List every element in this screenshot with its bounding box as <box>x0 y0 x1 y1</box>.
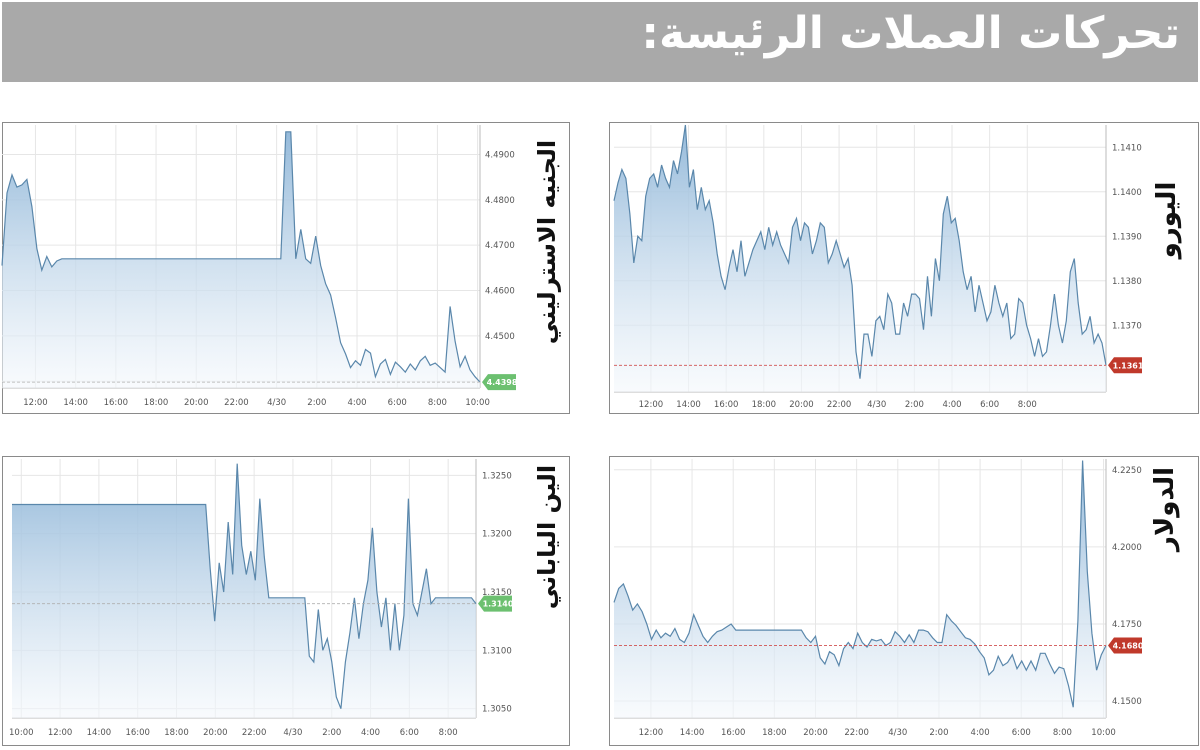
x-tick-label: 20:00 <box>203 728 228 738</box>
x-tick-label: 4:00 <box>347 398 366 408</box>
x-tick-label: 8:00 <box>1053 728 1072 738</box>
x-tick-label: 6:00 <box>388 398 407 408</box>
x-tick-label: 22:00 <box>224 398 249 408</box>
series-line <box>613 460 1107 708</box>
usd-label: الدولار <box>1150 466 1180 552</box>
y-tick-label: 4.2250 <box>1112 466 1142 476</box>
x-tick-label: 16:00 <box>714 400 739 410</box>
title-bar: تحركات العملات الرئيسة: <box>2 2 1198 82</box>
y-tick-label: 1.1390 <box>1112 232 1142 242</box>
y-tick-label: 1.3050 <box>482 705 512 715</box>
x-tick-label: 18:00 <box>752 400 777 410</box>
x-tick-label: 16:00 <box>104 398 129 408</box>
last-value-badge <box>1108 637 1142 654</box>
y-tick-label: 4.1500 <box>1112 697 1142 707</box>
x-tick-label: 18:00 <box>144 398 169 408</box>
x-tick-label: 14:00 <box>87 728 112 738</box>
y-tick-label: 1.3150 <box>482 588 512 598</box>
series-area <box>614 125 1106 392</box>
x-tick-label: 16:00 <box>721 728 746 738</box>
y-tick-label: 1.1400 <box>1112 188 1142 198</box>
x-tick-label: 6:00 <box>1012 728 1031 738</box>
x-tick-label: 2:00 <box>307 398 326 408</box>
x-tick-label: 8:00 <box>1018 400 1037 410</box>
x-tick-label: 12:00 <box>48 728 73 738</box>
x-tick-label: 14:00 <box>63 398 88 408</box>
y-tick-label: 4.4800 <box>485 196 515 206</box>
y-tick-label: 1.3200 <box>482 530 512 540</box>
series-line <box>12 463 477 709</box>
x-tick-label: 12:00 <box>639 400 664 410</box>
x-tick-label: 4/30 <box>267 398 286 408</box>
jpy-label: الين الياباني <box>533 464 561 610</box>
last-value-text: 1.1361 <box>1113 361 1144 370</box>
x-tick-label: 14:00 <box>676 400 701 410</box>
jpy-chart: 1.3250 1.3200 1.3150 1.3100 1.3050 10:00 12:00… <box>2 456 570 746</box>
y-tick-label: 4.4900 <box>485 150 515 160</box>
last-value-badge <box>1108 357 1142 374</box>
y-tick-label: 1.1410 <box>1112 143 1142 153</box>
series-area <box>2 131 480 389</box>
y-tick-label: 1.3100 <box>482 646 512 656</box>
x-tick-label: 2:00 <box>905 400 924 410</box>
x-tick-label: 4/30 <box>888 728 907 738</box>
y-tick-label: 4.4700 <box>485 241 515 251</box>
x-tick-label: 12:00 <box>639 728 664 738</box>
x-tick-label: 2:00 <box>322 728 341 738</box>
last-value-text: 1.3140 <box>483 600 514 609</box>
euro-label: اليورو <box>1152 181 1182 259</box>
page-title: تحركات العملات الرئيسة: <box>641 8 1180 59</box>
x-tick-label: 20:00 <box>789 400 814 410</box>
x-tick-label: 16:00 <box>125 728 150 738</box>
x-tick-label: 18:00 <box>164 728 189 738</box>
x-tick-label: 22:00 <box>844 728 869 738</box>
x-tick-label: 4:00 <box>942 400 961 410</box>
series-area <box>12 463 476 718</box>
gbp-label: الجنيه الاسترليني <box>533 139 561 345</box>
x-tick-label: 4:00 <box>971 728 990 738</box>
x-tick-label: 20:00 <box>803 728 828 738</box>
gbp-chart: 4.49004.48004.47004.46004.45004.440012:0… <box>1 122 570 414</box>
x-tick-label: 10:00 <box>1091 728 1116 738</box>
y-tick-label: 1.1380 <box>1112 277 1142 287</box>
x-tick-label: 20:00 <box>184 398 209 408</box>
x-tick-label: 10:00 <box>465 398 490 408</box>
y-tick-label: 1.1370 <box>1112 321 1142 331</box>
last-value-badge <box>482 374 516 391</box>
series-line <box>613 124 1107 379</box>
x-tick-label: 4/30 <box>867 400 886 410</box>
x-tick-label: 8:00 <box>439 728 458 738</box>
x-tick-label: 6:00 <box>400 728 419 738</box>
y-tick-label: 4.1750 <box>1112 620 1142 630</box>
last-value-text: 4.4398 <box>487 378 518 387</box>
last-value-text: 4.1680 <box>1113 642 1144 651</box>
euro-chart: 1.1410 1.1400 1.1390 1.1380 1.1370 12:00 14:00… <box>609 122 1199 414</box>
x-tick-label: 12:00 <box>23 398 48 408</box>
x-tick-label: 6:00 <box>980 400 999 410</box>
series-area <box>614 460 1106 718</box>
x-tick-label: 2:00 <box>929 728 948 738</box>
x-tick-label: 22:00 <box>242 728 267 738</box>
x-tick-label: 10:00 <box>9 728 34 738</box>
x-tick-label: 4:00 <box>361 728 380 738</box>
x-tick-label: 14:00 <box>680 728 705 738</box>
series-line <box>1 131 481 383</box>
y-tick-label: 4.2000 <box>1112 543 1142 553</box>
y-tick-label: 4.4600 <box>485 287 515 297</box>
x-tick-label: 4/30 <box>283 728 302 738</box>
x-tick-label: 18:00 <box>762 728 787 738</box>
x-tick-label: 22:00 <box>827 400 852 410</box>
y-tick-label: 1.3250 <box>482 471 512 481</box>
last-value-badge <box>478 595 512 612</box>
y-tick-label: 4.4500 <box>485 332 515 342</box>
usd-chart: 4.2250 4.2000 4.1750 4.1500 12:00 14:00 16:00 1… <box>609 456 1199 746</box>
x-tick-label: 8:00 <box>428 398 447 408</box>
